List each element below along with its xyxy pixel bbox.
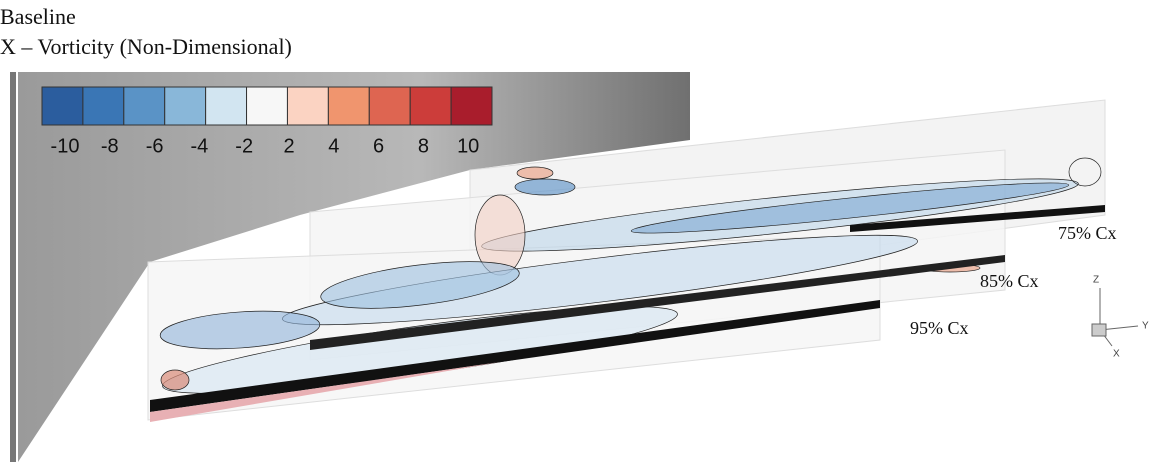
title: Baseline [0,4,76,29]
colorbar-cell [409,86,452,126]
colorbar-tick-label: 10 [457,135,479,157]
colorbar-tick-label: 6 [373,135,384,157]
colorbar-tick-label: 2 [283,135,294,157]
wake-pink [150,362,500,422]
colorbar-tick-label: -4 [191,135,209,157]
triad-label: Y [1142,321,1149,332]
colorbar-tick-label: 4 [328,135,339,157]
colorbar-tick-label: -6 [146,135,164,157]
wall [18,72,690,462]
plane-label: 95% Cx [910,318,969,338]
colorbar-cell [368,86,411,126]
colorbar-cell [205,86,248,126]
colorbar-cell [82,86,125,126]
colorbar-cell [123,86,166,126]
colorbar: -10 -8 -6 -4 -2 2 4 6 8 10 [41,86,493,157]
plane-label: 75% Cx [1058,223,1117,243]
wake-dark-75 [850,205,1105,232]
subtitle: X – Vorticity (Non-Dimensional) [0,34,292,59]
triad-label: X [1113,349,1120,360]
triad-label: Z [1093,275,1099,286]
colorbar-tick-label: 8 [418,135,429,157]
colorbar-cell [286,86,329,126]
colorbar-cell [327,86,370,126]
wall-edge [10,72,16,462]
colorbar-tick-label: -8 [101,135,119,157]
colorbar-tick-label: -2 [235,135,253,157]
wake-dark [150,300,880,412]
colorbar-cell [450,86,493,126]
plane-label: 85% Cx [980,271,1039,291]
colorbar-cell [246,86,288,126]
wake-dark-85 [310,255,1005,350]
colorbar-tick-label: -10 [51,135,80,157]
contours [159,157,1102,394]
colorbar-cell [164,86,207,126]
axis-triad [1091,288,1139,347]
colorbar-cell [41,86,84,126]
